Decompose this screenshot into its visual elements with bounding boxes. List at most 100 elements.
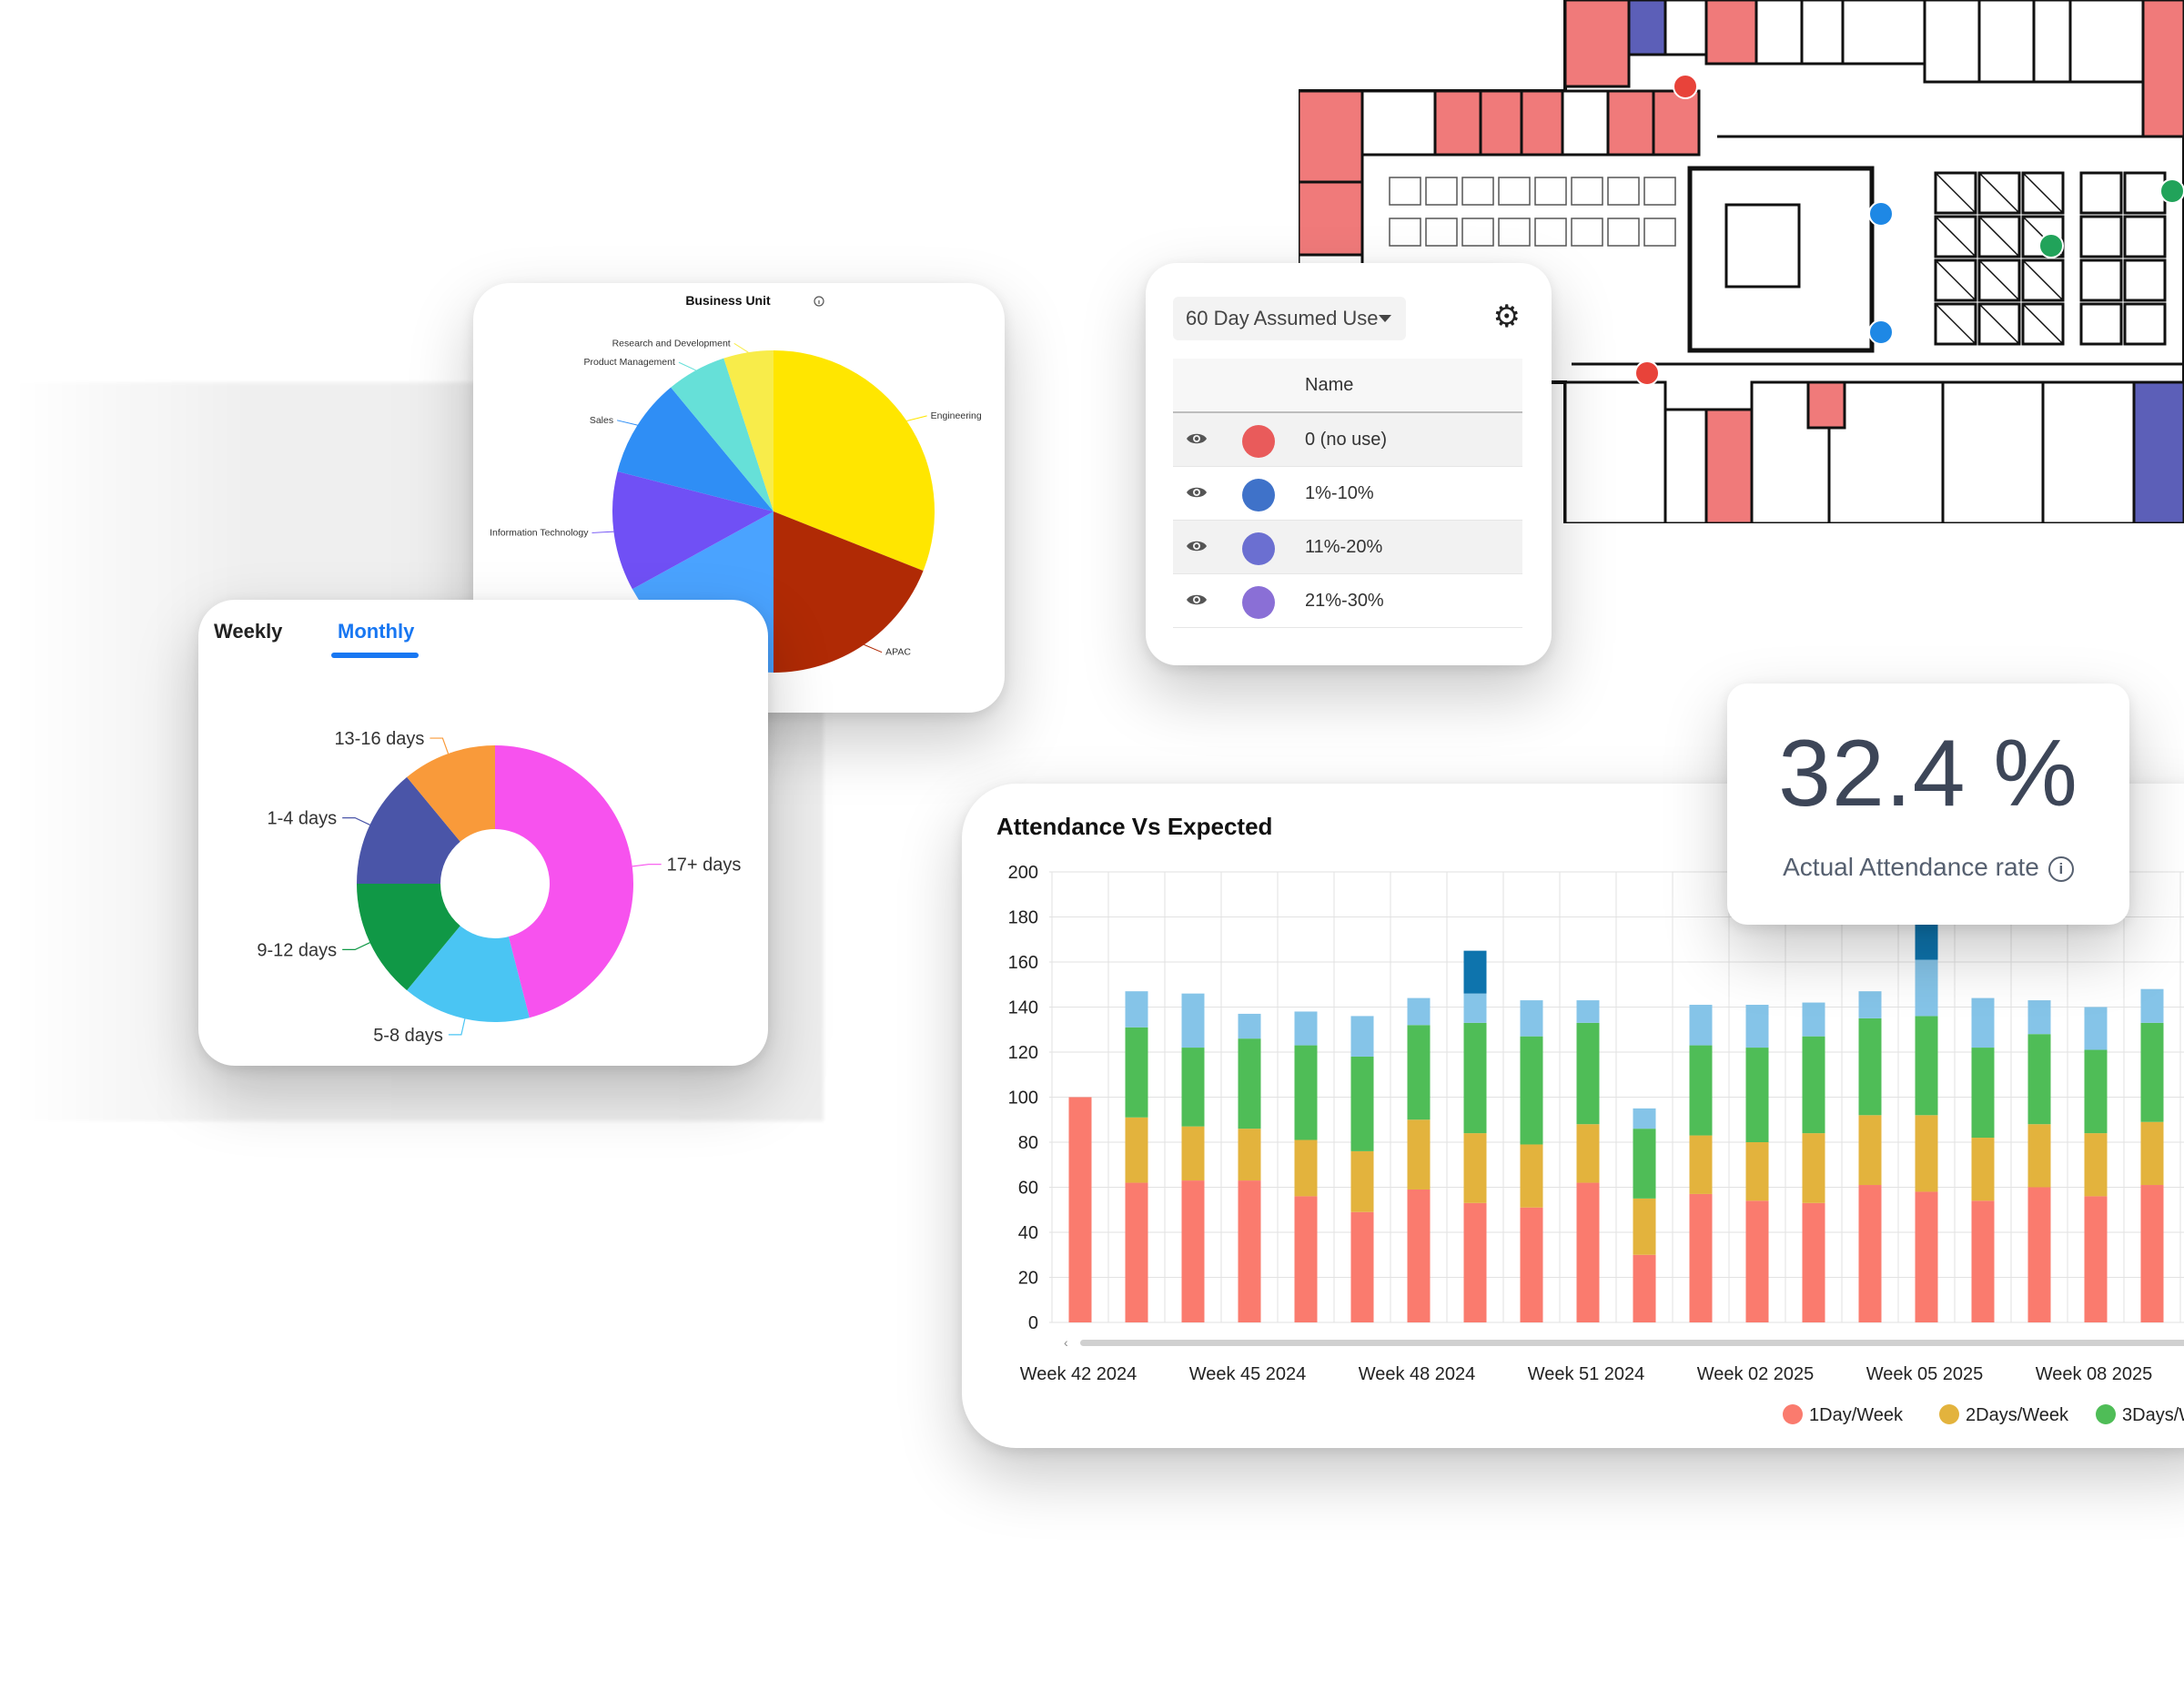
bar-segment[interactable] xyxy=(1858,991,1882,1018)
floor-room[interactable] xyxy=(2068,0,2145,84)
desk[interactable] xyxy=(1607,177,1640,206)
floor-room[interactable] xyxy=(1563,380,1667,523)
workstation[interactable] xyxy=(1977,171,2021,215)
bar-segment[interactable] xyxy=(1689,1005,1713,1046)
legend-row[interactable]: 21%-30% xyxy=(1173,574,1522,628)
desk[interactable] xyxy=(1534,218,1567,247)
floor-room[interactable] xyxy=(1652,89,1701,157)
workstation[interactable] xyxy=(2021,215,2065,258)
bar-segment[interactable] xyxy=(1407,997,1431,1026)
bar-segment[interactable] xyxy=(1802,1036,1825,1134)
bar-segment[interactable] xyxy=(1971,1048,1995,1139)
pie-slice-information-technology[interactable] xyxy=(612,471,774,590)
donut-slice-17-days[interactable] xyxy=(495,745,633,1018)
bar-segment[interactable] xyxy=(1520,1036,1543,1145)
gear-icon[interactable]: ⚙ xyxy=(1492,299,1521,334)
floor-room[interactable] xyxy=(1923,0,1981,84)
floor-room[interactable] xyxy=(2141,0,2184,138)
workstation[interactable] xyxy=(2079,302,2123,346)
legend-row[interactable]: 11%-20% xyxy=(1173,521,1522,574)
bar-segment[interactable] xyxy=(1238,1180,1261,1322)
floor-room[interactable] xyxy=(1806,380,1846,430)
bar-segment[interactable] xyxy=(1745,1048,1769,1142)
floor-room[interactable] xyxy=(1841,0,1926,66)
bar-segment[interactable] xyxy=(1745,1005,1769,1048)
bar-segment[interactable] xyxy=(2084,1196,2108,1322)
bar-segment[interactable] xyxy=(1576,1182,1600,1322)
floor-room[interactable] xyxy=(1299,89,1364,184)
bar-segment[interactable] xyxy=(1407,1025,1431,1120)
pie-slice-research-and-development[interactable] xyxy=(723,350,774,511)
bar-segment[interactable] xyxy=(1689,1193,1713,1322)
bar-segment[interactable] xyxy=(1802,1202,1825,1322)
bar-segment[interactable] xyxy=(2027,1034,2051,1125)
bar-segment[interactable] xyxy=(1576,1000,1600,1023)
bar-segment[interactable] xyxy=(1745,1200,1769,1322)
bar-segment[interactable] xyxy=(1633,1254,1656,1322)
legend-row[interactable]: 1%-10% xyxy=(1173,467,1522,521)
workstation[interactable] xyxy=(1977,215,2021,258)
floor-room[interactable] xyxy=(1606,89,1655,157)
bar-segment[interactable] xyxy=(1745,1142,1769,1201)
floor-room[interactable] xyxy=(1627,0,1667,56)
bar-segment[interactable] xyxy=(1576,1124,1600,1183)
bar-segment[interactable] xyxy=(2027,1000,2051,1035)
bar-segment[interactable] xyxy=(2027,1187,2051,1323)
eye-icon[interactable] xyxy=(1186,589,1208,611)
pie-slice-apac[interactable] xyxy=(774,511,924,673)
donut-slice-13-16-days[interactable] xyxy=(407,745,495,842)
workstation[interactable] xyxy=(1934,302,1977,346)
desk[interactable] xyxy=(1425,177,1458,206)
bar-segment[interactable] xyxy=(1238,1129,1261,1181)
map-pin-icon[interactable] xyxy=(1673,74,1698,99)
workstation[interactable] xyxy=(1977,302,2021,346)
bar-segment[interactable] xyxy=(2140,1185,2164,1322)
desk[interactable] xyxy=(1425,218,1458,247)
bar-segment[interactable] xyxy=(1294,1011,1318,1046)
workstation[interactable] xyxy=(2123,258,2167,302)
floor-room[interactable] xyxy=(1360,89,1437,157)
eye-icon[interactable] xyxy=(1186,428,1208,450)
bar-segment[interactable] xyxy=(1802,1002,1825,1037)
desk[interactable] xyxy=(1534,177,1567,206)
exit-icon[interactable] xyxy=(2038,233,2064,258)
bar-segment[interactable] xyxy=(2084,1007,2108,1050)
legend-label[interactable]: 3Days/Week xyxy=(2122,1405,2184,1425)
info-icon[interactable] xyxy=(814,296,824,307)
bar-segment[interactable] xyxy=(1520,1144,1543,1208)
legend-label[interactable]: 2Days/Week xyxy=(1966,1405,2069,1425)
bar-segment[interactable] xyxy=(2027,1124,2051,1188)
desk[interactable] xyxy=(1607,218,1640,247)
bar-segment[interactable] xyxy=(1238,1038,1261,1129)
map-pin-icon[interactable] xyxy=(1634,360,1660,386)
floor-room[interactable] xyxy=(2041,380,2136,523)
bar-segment[interactable] xyxy=(1971,997,1995,1048)
bar-segment[interactable] xyxy=(1350,1150,1374,1212)
bar-segment[interactable] xyxy=(2140,1121,2164,1186)
bar-segment[interactable] xyxy=(1971,1200,1995,1322)
workstation[interactable] xyxy=(1934,258,1977,302)
bar-segment[interactable] xyxy=(1125,1117,1148,1183)
legend-marker[interactable] xyxy=(1939,1404,1959,1424)
bar-segment[interactable] xyxy=(2140,988,2164,1023)
workstation[interactable] xyxy=(1934,215,1977,258)
bar-segment[interactable] xyxy=(1238,1013,1261,1039)
bar-segment[interactable] xyxy=(1520,1000,1543,1037)
bar-segment[interactable] xyxy=(1294,1045,1318,1140)
bar-segment[interactable] xyxy=(1463,950,1487,994)
bar-segment[interactable] xyxy=(1463,1202,1487,1322)
restroom-icon[interactable] xyxy=(1868,319,1894,345)
workstation[interactable] xyxy=(2021,258,2065,302)
legend-marker[interactable] xyxy=(2096,1404,2116,1424)
bar-segment[interactable] xyxy=(1294,1196,1318,1322)
bar-segment[interactable] xyxy=(1350,1056,1374,1151)
bar-segment[interactable] xyxy=(1971,1138,1995,1201)
floor-room[interactable] xyxy=(1704,0,1758,66)
workstation[interactable] xyxy=(2021,171,2065,215)
bar-segment[interactable] xyxy=(1463,993,1487,1023)
bar-segment[interactable] xyxy=(1520,1207,1543,1322)
scroll-left-icon[interactable]: ‹ xyxy=(1064,1335,1068,1350)
floor-room[interactable] xyxy=(1299,180,1364,257)
desk[interactable] xyxy=(1643,177,1676,206)
bar-segment[interactable] xyxy=(1858,1115,1882,1186)
